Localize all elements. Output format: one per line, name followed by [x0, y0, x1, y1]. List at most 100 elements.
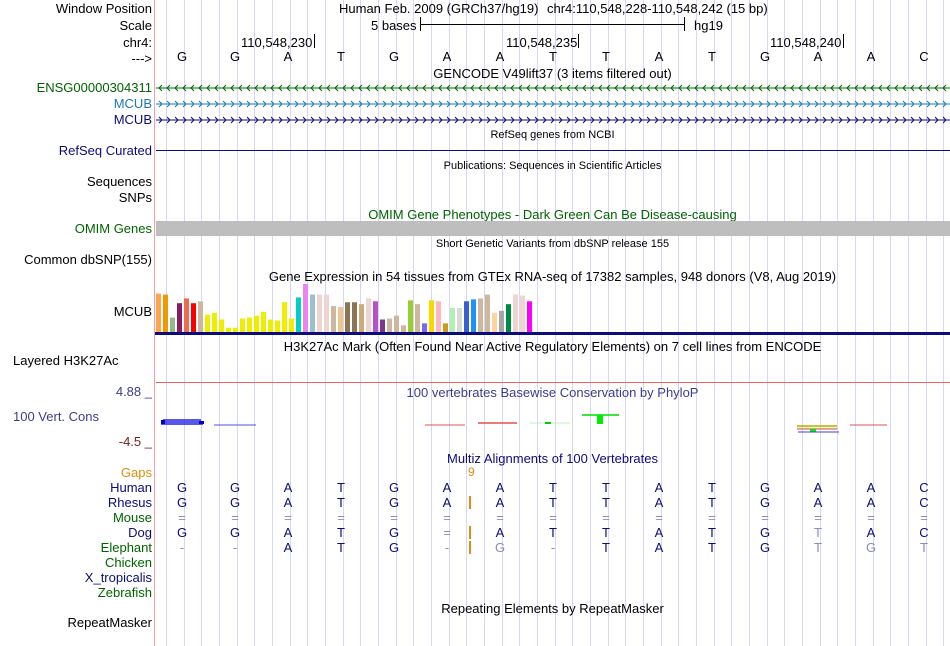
gencode-features[interactable]: [155, 80, 950, 128]
strand-chevron-icon: [862, 116, 867, 124]
gtex-bar: [268, 319, 273, 332]
strand-chevron-icon: [238, 84, 243, 92]
repeatmasker-label[interactable]: RepeatMasker: [67, 615, 152, 630]
sequence-base: G: [176, 49, 188, 64]
publications-label-sequences[interactable]: Sequences: [86, 174, 152, 189]
sequence-base: A: [442, 49, 452, 64]
gridline: [237, 0, 238, 646]
strand-chevron-icon: [710, 84, 715, 92]
strand-chevron-icon: [238, 116, 243, 124]
gtex-bar: [506, 304, 511, 332]
strand-chevron-icon: [734, 116, 739, 124]
gridline: [555, 0, 556, 646]
scale-bar-left-tick: [420, 17, 421, 31]
sequence-base: G: [229, 49, 241, 64]
phylop-mark: [597, 415, 603, 424]
alignment-base: =: [443, 510, 451, 525]
alignment-base: A: [654, 495, 664, 510]
alignment-base: G: [388, 525, 400, 540]
strand-chevron-icon: [718, 116, 723, 124]
alignment-base: T: [708, 540, 716, 555]
strand-chevron-icon: [438, 116, 443, 124]
strand-chevron-icon: [318, 100, 323, 108]
strand-chevron-icon: [782, 100, 787, 108]
strand-chevron-icon: [174, 84, 179, 92]
strand-chevron-icon: [702, 116, 707, 124]
strand-chevron-icon: [750, 100, 755, 108]
strand-chevron-icon: [422, 84, 427, 92]
species-label-human: Human: [110, 480, 152, 495]
refseq-feature[interactable]: [156, 150, 950, 151]
strand-chevron-icon: [558, 116, 563, 124]
alignment-base: T: [708, 525, 716, 540]
strand-chevron-icon: [910, 116, 915, 124]
alignment-base: -: [444, 540, 450, 555]
gencode-label-0[interactable]: ENSG00000304311: [36, 80, 152, 95]
alignment-base: A: [442, 495, 452, 510]
strand-chevron-icon: [702, 100, 707, 108]
alignment-base: A: [654, 480, 664, 495]
strand-chevron-icon: [782, 84, 787, 92]
gtex-bar: [261, 311, 266, 332]
strand-chevron-icon: [574, 100, 579, 108]
dbsnp-label[interactable]: Common dbSNP(155): [24, 252, 152, 267]
alignment-base: T: [920, 540, 928, 555]
gtex-bar: [387, 318, 392, 332]
strand-chevron-icon: [254, 84, 259, 92]
alignment-base: G: [176, 525, 188, 540]
strand-chevron-icon: [278, 84, 283, 92]
alignment-base: A: [495, 495, 505, 510]
strand-chevron-icon: [166, 100, 171, 108]
gtex-bar: [443, 323, 448, 332]
strand-chevron-icon: [278, 116, 283, 124]
alignment-base: T: [337, 540, 345, 555]
strand-chevron-icon: [518, 100, 523, 108]
strand-chevron-icon: [430, 100, 435, 108]
window-position-label: Window Position: [55, 1, 152, 16]
scale-bar: [420, 24, 684, 25]
gtex-bar: [457, 308, 462, 332]
gtex-bar: [478, 298, 483, 332]
strand-chevron-icon: [878, 84, 883, 92]
gridline: [519, 0, 520, 646]
h3k27ac-label[interactable]: Layered H3K27Ac: [13, 353, 119, 368]
strand-chevron-icon: [566, 116, 571, 124]
strand-chevron-icon: [534, 84, 539, 92]
strand-chevron-icon: [182, 116, 187, 124]
strand-chevron-icon: [238, 100, 243, 108]
refseq-label[interactable]: RefSeq Curated: [58, 143, 152, 158]
strand-chevron-icon: [806, 84, 811, 92]
strand-chevron-icon: [926, 116, 931, 124]
strand-chevron-icon: [694, 100, 699, 108]
strand-chevron-icon: [934, 84, 939, 92]
strand-chevron-icon: [230, 116, 235, 124]
alignment-base: T: [814, 540, 822, 555]
alignment-base: G: [494, 540, 506, 555]
strand-chevron-icon: [382, 100, 387, 108]
strand-chevron-icon: [622, 116, 627, 124]
strand-chevron-icon: [326, 100, 331, 108]
phylop-plot[interactable]: [155, 400, 950, 445]
strand-chevron-icon: [558, 84, 563, 92]
multiz-gaps-label: Gaps: [120, 465, 152, 480]
strand-chevron-icon: [846, 116, 851, 124]
gtex-bar-chart[interactable]: [155, 283, 950, 337]
gencode-label-2[interactable]: MCUB: [113, 112, 152, 127]
alignment-base: =: [284, 510, 292, 525]
tick-label-2: 110,548,240: [770, 35, 842, 50]
strand-chevron-icon: [726, 116, 731, 124]
strand-chevron-icon: [566, 84, 571, 92]
omim-feature-bar[interactable]: [156, 221, 950, 236]
strand-chevron-icon: [470, 100, 475, 108]
phylop-label[interactable]: 100 Vert. Cons: [13, 409, 99, 424]
strand-chevron-icon: [462, 100, 467, 108]
strand-chevron-icon: [822, 84, 827, 92]
sequence-base: A: [654, 49, 664, 64]
gencode-label-1[interactable]: MCUB: [113, 96, 152, 111]
gtex-label[interactable]: MCUB: [113, 304, 152, 319]
omim-label[interactable]: OMIM Genes: [74, 221, 152, 236]
strand-chevron-icon: [886, 116, 891, 124]
strand-chevron-icon: [606, 100, 611, 108]
publications-label-snps[interactable]: SNPs: [118, 190, 152, 205]
strand-chevron-icon: [462, 116, 467, 124]
